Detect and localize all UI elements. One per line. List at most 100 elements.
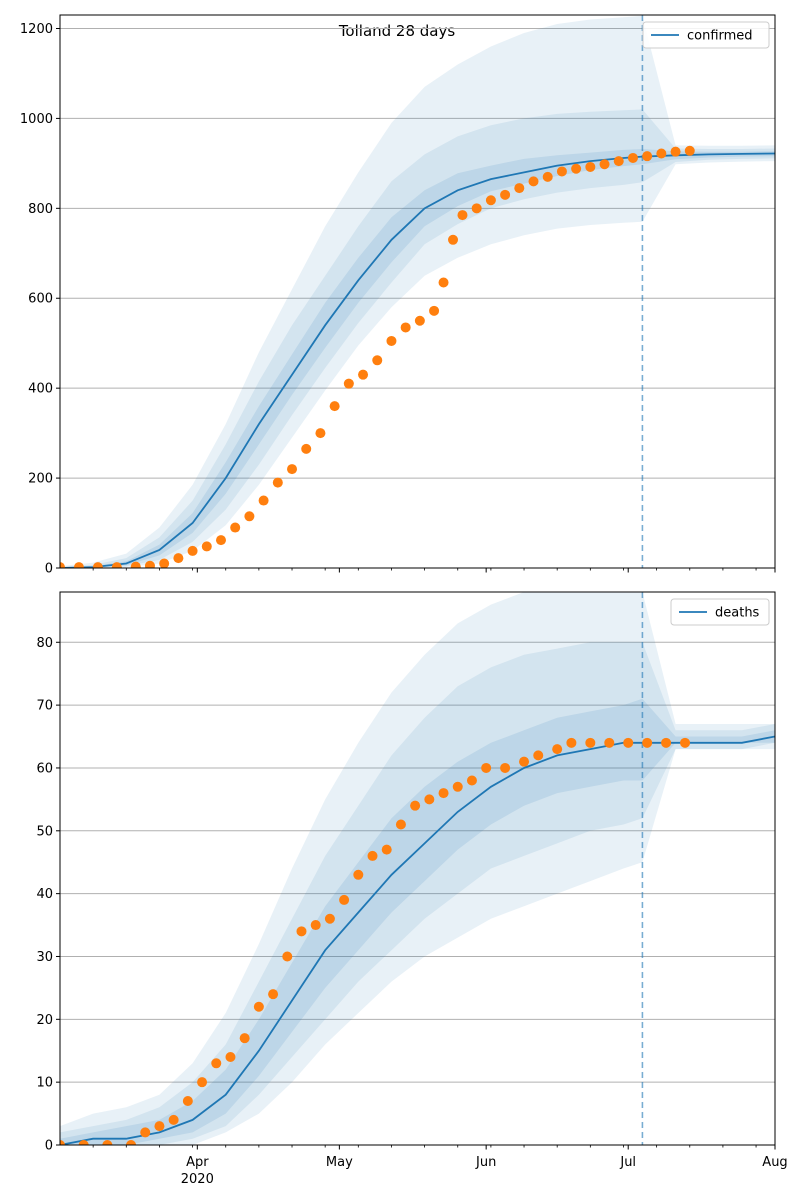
y-tick-label: 600 — [28, 292, 53, 307]
observed-point — [154, 1121, 165, 1132]
x-tick-label: Jun — [475, 1155, 496, 1170]
legend-label: deaths — [715, 606, 760, 621]
observed-point — [126, 1140, 137, 1145]
deaths-model-line — [60, 735, 775, 1145]
observed-point — [215, 535, 226, 546]
observed-point — [144, 560, 155, 568]
observed-point — [542, 171, 553, 182]
confirmed-model-line — [60, 152, 775, 568]
observed-point — [556, 166, 567, 177]
observed-point — [272, 477, 283, 488]
x-tick-label: Aug — [762, 1155, 787, 1170]
observed-point — [60, 1140, 65, 1145]
observed-point — [225, 1052, 236, 1063]
y-tick-label: 10 — [36, 1076, 53, 1091]
observed-point — [358, 369, 369, 380]
observed-point — [130, 561, 141, 568]
deaths-panel: 0 10 20 30 40 50 60 70 80 Apr May Jun Jul Aug 2020 deat… — [36, 591, 788, 1187]
observed-point — [500, 189, 511, 200]
observed-point — [500, 762, 511, 773]
observed-point — [519, 756, 530, 767]
y-tick-label: 200 — [28, 472, 53, 487]
observed-point — [372, 355, 383, 366]
observed-point — [414, 315, 425, 326]
observed-point — [528, 176, 539, 187]
legend-label: confirmed — [687, 29, 753, 44]
observed-point — [244, 511, 255, 522]
observed-point — [159, 558, 170, 568]
observed-point — [670, 146, 681, 157]
legend-box — [670, 598, 770, 626]
observed-point — [343, 378, 354, 389]
observed-point — [253, 1001, 264, 1012]
observed-point — [552, 744, 563, 755]
y-tick-label: 50 — [36, 824, 53, 839]
observed-point — [201, 541, 212, 552]
observed-point — [301, 443, 312, 454]
observed-point — [452, 781, 463, 792]
x-tick-label: May — [326, 1155, 353, 1170]
observed-point — [457, 210, 468, 221]
observed-point — [400, 322, 411, 333]
observed-point — [395, 819, 406, 830]
observed-point — [315, 428, 326, 439]
observed-point — [60, 562, 65, 568]
observed-point — [613, 156, 624, 167]
observed-point — [211, 1058, 222, 1069]
observed-point — [514, 183, 525, 194]
observed-point — [239, 1033, 250, 1044]
observed-point — [353, 869, 364, 880]
x-tick-label: Apr — [186, 1155, 209, 1170]
observed-point — [642, 737, 653, 748]
observed-point — [296, 926, 307, 937]
observed-point — [230, 522, 241, 533]
observed-point — [448, 234, 459, 245]
observed-point — [92, 562, 103, 568]
observed-point — [111, 562, 122, 568]
middle-uncertainty-band — [60, 642, 775, 1145]
figure-title: Tolland 28 days — [338, 22, 456, 40]
middle-uncertainty-band — [60, 109, 775, 568]
observed-point — [324, 913, 335, 924]
observed-point — [73, 562, 84, 568]
observed-point — [258, 495, 269, 506]
y-tick-label: 60 — [36, 761, 53, 776]
y-tick-label: 1200 — [20, 22, 53, 37]
observed-point — [585, 161, 596, 172]
y-tick-label: 20 — [36, 1013, 53, 1028]
observed-point — [410, 800, 421, 811]
observed-point — [386, 335, 397, 346]
confirmed-panel: 0 200 400 600 800 1000 1200 confirmed — [20, 14, 776, 577]
observed-point — [197, 1077, 208, 1088]
observed-point — [533, 750, 544, 761]
y-tick-label: 80 — [36, 636, 53, 651]
observed-point — [661, 737, 672, 748]
y-tick-label: 400 — [28, 382, 53, 397]
observed-point — [102, 1140, 113, 1145]
observed-point — [381, 844, 392, 855]
observed-point — [627, 152, 638, 163]
x-tick-label: Jul — [619, 1155, 636, 1170]
observed-point — [566, 737, 577, 748]
observed-point — [571, 163, 582, 174]
axes-frame — [59, 14, 776, 569]
observed-point — [78, 1140, 89, 1145]
observed-point — [471, 203, 482, 214]
y-tick-label: 70 — [36, 699, 53, 714]
observed-point — [173, 553, 184, 564]
plot-area — [60, 15, 775, 568]
legend-box — [642, 21, 770, 49]
observed-point — [680, 737, 691, 748]
observed-point — [656, 148, 667, 159]
observed-point — [599, 159, 610, 170]
axes-frame — [59, 591, 776, 1146]
y-tick-label: 40 — [36, 887, 53, 902]
observed-point — [438, 788, 449, 799]
observed-point — [168, 1114, 179, 1125]
observed-point — [642, 151, 653, 162]
observed-point — [424, 794, 435, 805]
observed-point — [585, 737, 596, 748]
plot-area — [60, 592, 775, 1145]
